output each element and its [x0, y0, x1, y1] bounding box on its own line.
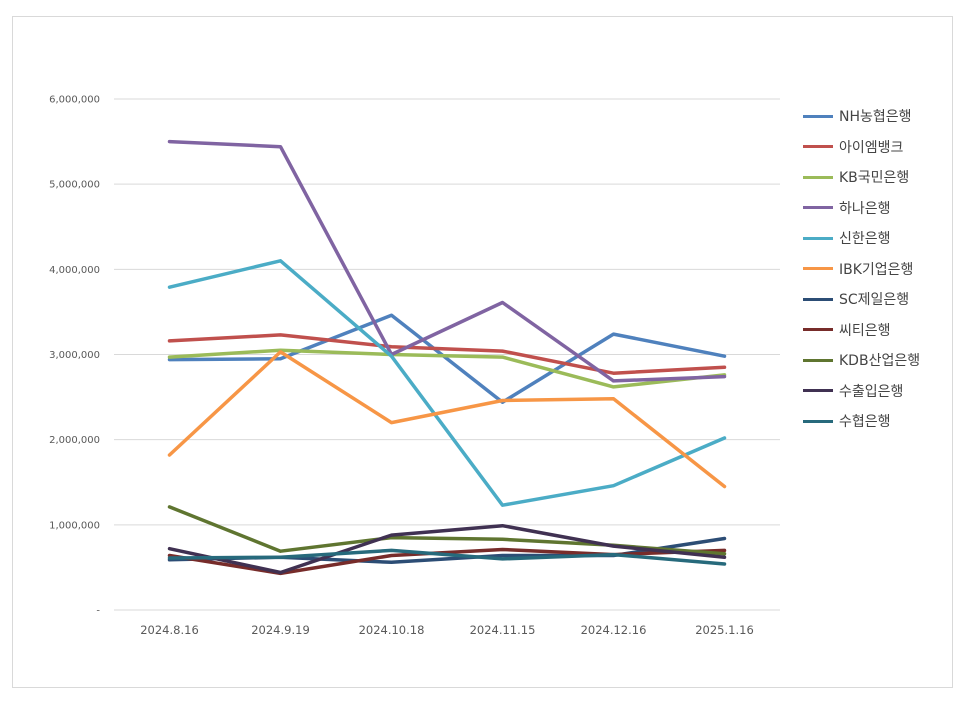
legend-item: 수협은행	[803, 406, 953, 437]
legend-item: 씨티은행	[803, 315, 953, 346]
series-line	[167, 548, 727, 566]
legend-swatch	[803, 389, 833, 393]
series-line	[167, 333, 727, 375]
x-tick-label: 2025.1.16	[695, 623, 754, 637]
legend-item: IBK기업은행	[803, 254, 953, 285]
series-line	[167, 348, 727, 389]
series-line	[167, 547, 727, 576]
y-tick-label: 1,000,000	[49, 520, 100, 531]
x-tick-label: 2024.8.16	[140, 623, 199, 637]
legend-label: 신한은행	[839, 231, 891, 248]
x-axis-tick-labels: 2024.8.16 2024.9.19 2024.10.18 2024.11.15 20…	[140, 623, 754, 637]
y-tick-label: 3,000,000	[49, 350, 100, 361]
legend-label: 씨티은행	[839, 322, 891, 339]
series-line	[167, 350, 727, 489]
y-tick-label: 2,000,000	[49, 435, 100, 446]
legend-item: KDB산업은행	[803, 345, 953, 376]
legend-swatch	[803, 145, 833, 149]
legend-label: 하나은행	[839, 200, 891, 217]
series-line	[167, 313, 727, 404]
legend-swatch	[803, 206, 833, 210]
legend-label: SC제일은행	[839, 292, 910, 309]
series-line	[167, 139, 727, 383]
legend-label: 수출입은행	[839, 383, 904, 400]
gridlines	[114, 98, 780, 611]
series-line	[167, 523, 727, 575]
legend-swatch	[803, 419, 833, 423]
y-tick-label: 6,000,000	[49, 95, 100, 106]
legend-swatch	[803, 328, 833, 332]
y-tick-label: 5,000,000	[49, 180, 100, 191]
legend-swatch	[803, 175, 833, 179]
legend-label: NH농협은행	[839, 109, 912, 126]
legend-label: 아이엠뱅크	[839, 139, 904, 156]
legend-label: 수협은행	[839, 414, 891, 431]
legend-item: 수출입은행	[803, 376, 953, 407]
y-axis-tick-labels: - 1,000,000 2,000,000 3,000,000 4,000,000 5,0…	[49, 95, 100, 617]
x-tick-label: 2024.9.19	[251, 623, 310, 637]
legend-item: KB국민은행	[803, 162, 953, 193]
x-tick-label: 2024.12.16	[581, 623, 647, 637]
legend-swatch	[803, 297, 833, 301]
legend-label: KB국민은행	[839, 170, 910, 187]
legend-item: 하나은행	[803, 193, 953, 224]
legend-item: 신한은행	[803, 223, 953, 254]
legend-swatch	[803, 267, 833, 271]
series-line	[167, 259, 727, 507]
legend-item: 아이엠뱅크	[803, 132, 953, 163]
series-lines	[167, 139, 727, 576]
x-tick-label: 2024.11.15	[470, 623, 536, 637]
legend-swatch	[803, 358, 833, 362]
y-tick-label: -	[96, 606, 100, 617]
y-tick-label: 4,000,000	[49, 265, 100, 276]
x-tick-label: 2024.10.18	[359, 623, 425, 637]
legend-label: IBK기업은행	[839, 261, 914, 278]
legend-item: SC제일은행	[803, 284, 953, 315]
legend-label: KDB산업은행	[839, 353, 921, 370]
legend-item: NH농협은행	[803, 101, 953, 132]
legend-swatch	[803, 236, 833, 240]
legend-swatch	[803, 114, 833, 118]
